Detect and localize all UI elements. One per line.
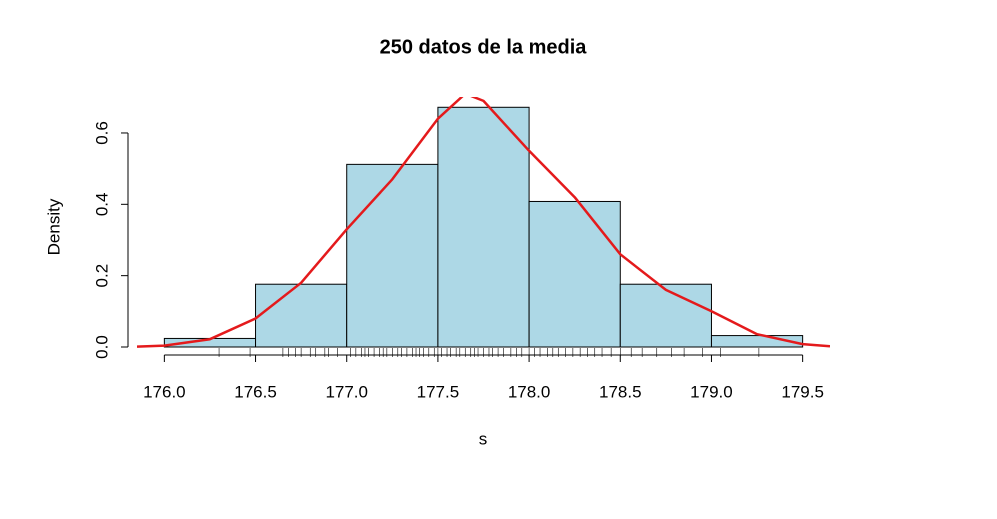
x-tick-label: 179.0 [690,382,733,401]
y-tick-label: 0.2 [92,264,111,288]
y-axis-label: Density [44,198,63,255]
x-tick-label: 177.5 [417,382,460,401]
bar [710,335,804,348]
x-axis-label: s [479,429,488,448]
density-line [137,97,830,348]
chart-title: 250 datos de la media [380,36,588,58]
bar [346,163,439,348]
x-tick-label: 178.5 [599,382,642,401]
x-tick-label: 176.5 [234,382,277,401]
y-tick-label: 0.6 [92,121,111,145]
bar [437,106,530,348]
x-tick-label: 179.5 [781,382,824,401]
y-tick-label: 0.0 [92,335,111,359]
x-tick-label: 177.0 [325,382,368,401]
bar [255,283,348,348]
x-tick-label: 176.0 [143,382,186,401]
y-tick-label: 0.4 [92,192,111,216]
x-tick-label: 178.0 [508,382,551,401]
bar [528,200,621,348]
bar [619,283,712,348]
